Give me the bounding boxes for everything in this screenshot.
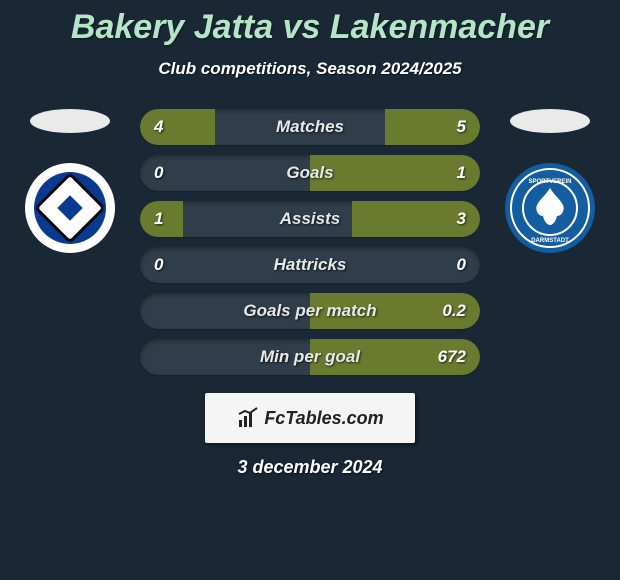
comparison-container: 4Matches50Goals11Assists30Hattricks0Goal… [0, 109, 620, 385]
right-player-panel: SPORTVEREIN DARMSTADT [490, 109, 610, 253]
stat-value-right: 5 [457, 109, 466, 145]
page-title: Bakery Jatta vs Lakenmacher [0, 0, 620, 47]
stat-label: Hattricks [140, 247, 480, 283]
chart-icon [236, 406, 260, 430]
stat-value-right: 672 [438, 339, 466, 375]
left-player-panel [10, 109, 130, 253]
stat-row: 4Matches5 [140, 109, 480, 145]
player-photo-placeholder-left [30, 109, 110, 133]
stats-column: 4Matches50Goals11Assists30Hattricks0Goal… [140, 109, 480, 385]
stat-label: Matches [140, 109, 480, 145]
svg-text:SPORTVEREIN: SPORTVEREIN [528, 179, 571, 185]
stat-row: 1Assists3 [140, 201, 480, 237]
stat-value-right: 3 [457, 201, 466, 237]
club-badge-left [25, 163, 115, 253]
stat-row: Min per goal672 [140, 339, 480, 375]
stat-label: Goals per match [140, 293, 480, 329]
footer-date: 3 december 2024 [0, 457, 620, 478]
svg-text:DARMSTADT: DARMSTADT [531, 238, 569, 244]
page-subtitle: Club competitions, Season 2024/2025 [0, 59, 620, 79]
stat-row: 0Hattricks0 [140, 247, 480, 283]
stat-row: 0Goals1 [140, 155, 480, 191]
stat-label: Min per goal [140, 339, 480, 375]
stat-value-right: 0 [457, 247, 466, 283]
player-photo-placeholder-right [510, 109, 590, 133]
stat-label: Assists [140, 201, 480, 237]
hsv-logo-icon [25, 163, 115, 253]
stat-value-right: 1 [457, 155, 466, 191]
brand-footer: FcTables.com [205, 393, 415, 443]
club-badge-right: SPORTVEREIN DARMSTADT [505, 163, 595, 253]
stat-label: Goals [140, 155, 480, 191]
stat-value-right: 0.2 [442, 293, 466, 329]
darmstadt-logo-icon: SPORTVEREIN DARMSTADT [505, 163, 595, 253]
brand-name: FcTables.com [264, 408, 383, 429]
stat-row: Goals per match0.2 [140, 293, 480, 329]
